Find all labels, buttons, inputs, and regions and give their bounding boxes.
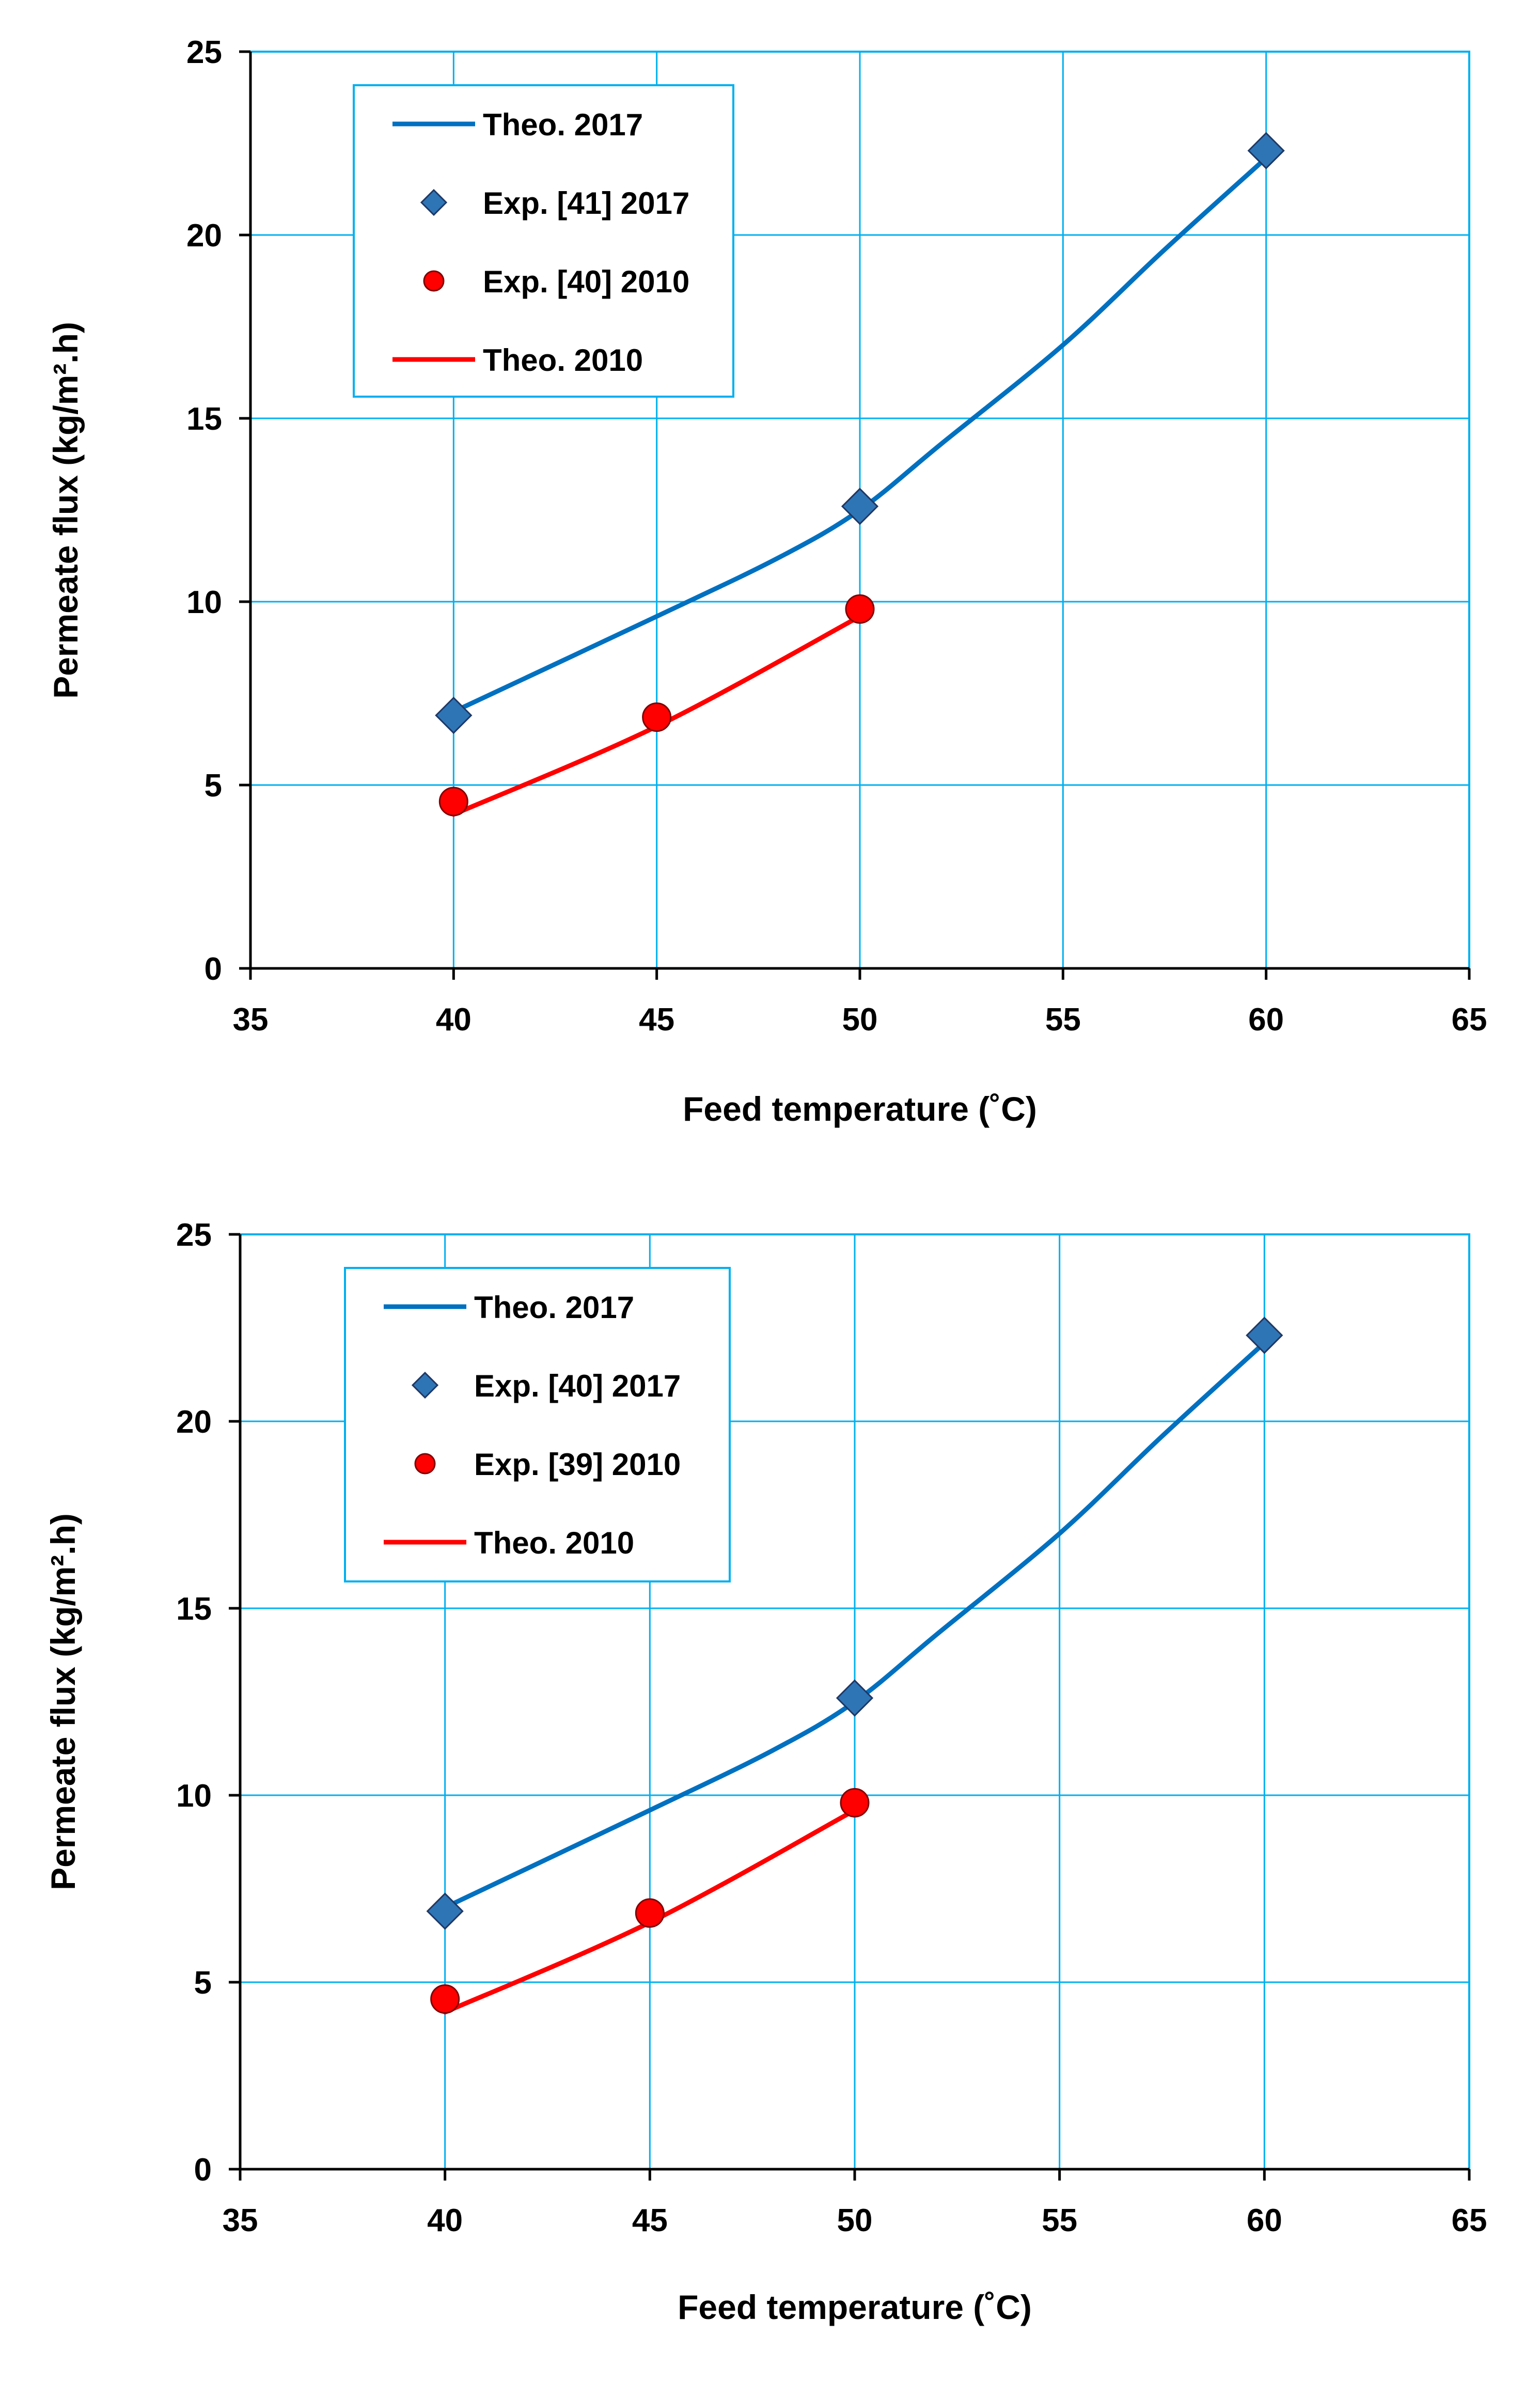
data-point-diamond bbox=[1246, 1316, 1283, 1354]
y-tick-label: 5 bbox=[194, 1965, 212, 2001]
data-point-circle bbox=[438, 787, 468, 817]
x-tick-label: 55 bbox=[1042, 2203, 1077, 2238]
legend-entry: Exp. [39] 2010 bbox=[414, 1447, 681, 1482]
data-point-circle bbox=[845, 594, 875, 624]
legend-label: Theo. 2017 bbox=[483, 107, 643, 142]
y-tick-label: 0 bbox=[194, 2152, 212, 2188]
y-tick-labels: 0 5 10 15 20 25 bbox=[176, 1217, 240, 2188]
x-tick-label: 45 bbox=[639, 1002, 674, 1038]
y-tick-label: 20 bbox=[186, 218, 222, 254]
x-tick-label: 50 bbox=[842, 1002, 878, 1038]
data-point-circle bbox=[430, 1984, 460, 2014]
legend-entry: Exp. [41] 2017 bbox=[420, 186, 689, 221]
legend-diamond-symbol bbox=[411, 1371, 439, 1399]
x-tick-label: 35 bbox=[233, 1002, 269, 1038]
x-tick-label: 40 bbox=[436, 1002, 472, 1038]
legend: Theo. 2017 Exp. [41] 2017 Exp. [40] 2010 Th… bbox=[353, 84, 734, 398]
x-tick-label: 60 bbox=[1248, 1002, 1284, 1038]
x-axis-label: Feed temperature (˚C) bbox=[678, 2288, 1032, 2326]
legend-circle-symbol bbox=[423, 270, 445, 292]
y-tick-label: 15 bbox=[186, 401, 222, 437]
y-tick-label: 25 bbox=[176, 1217, 212, 1253]
legend-circle-symbol bbox=[414, 1453, 436, 1475]
legend-entry: Theo. 2017 bbox=[384, 1290, 634, 1325]
x-tick-label: 65 bbox=[1452, 1002, 1487, 1038]
x-axis-label: Feed temperature (˚C) bbox=[683, 1090, 1037, 1128]
data-point-diamond bbox=[836, 1679, 874, 1717]
legend-box bbox=[353, 84, 734, 398]
legend-label: Theo. 2010 bbox=[483, 343, 643, 378]
y-tick-label: 25 bbox=[186, 35, 222, 70]
legend-entry: Theo. 2010 bbox=[392, 343, 643, 378]
x-tick-label: 65 bbox=[1452, 2203, 1487, 2238]
data-point-circle bbox=[635, 1898, 665, 1928]
data-point-circle bbox=[642, 702, 672, 732]
series-markers-exp-39-2010 bbox=[430, 1788, 870, 2014]
data-point-circle bbox=[840, 1788, 870, 1817]
x-tick-labels: 35 40 45 50 55 60 65 bbox=[233, 968, 1487, 1038]
y-axis-label: Permeate flux (kg/m².h) bbox=[46, 322, 85, 699]
x-tick-label: 55 bbox=[1045, 1002, 1081, 1038]
y-tick-labels: 0 5 10 15 20 25 bbox=[186, 35, 250, 987]
series-markers-exp-40-2010 bbox=[438, 594, 875, 817]
data-point-diamond bbox=[435, 696, 473, 734]
legend-label: Exp. [40] 2017 bbox=[474, 1369, 681, 1403]
legend-entry: Exp. [40] 2017 bbox=[411, 1369, 681, 1403]
legend: Theo. 2017 Exp. [40] 2017 Exp. [39] 2010 Th… bbox=[344, 1267, 731, 1582]
legend-box bbox=[344, 1267, 731, 1582]
y-tick-label: 0 bbox=[205, 951, 222, 987]
y-tick-label: 20 bbox=[176, 1404, 212, 1440]
data-point-diamond bbox=[1247, 132, 1285, 169]
chart-bottom: 35 40 45 50 55 60 65 0 5 10 15 20 25 Feed temperature… bbox=[44, 1217, 1487, 2326]
legend-entry: Theo. 2017 bbox=[392, 107, 643, 142]
x-tick-labels: 35 40 45 50 55 60 65 bbox=[223, 2169, 1487, 2238]
legend-label: Exp. [39] 2010 bbox=[474, 1447, 681, 1482]
legend-diamond-symbol bbox=[420, 189, 448, 216]
series-line-theo-2017 bbox=[443, 1340, 1267, 1910]
legend-entry: Theo. 2010 bbox=[384, 1526, 634, 1560]
legend-label: Theo. 2010 bbox=[474, 1526, 634, 1560]
y-tick-label: 15 bbox=[176, 1591, 212, 1627]
legend-label: Exp. [40] 2010 bbox=[483, 264, 689, 299]
legend-entry: Exp. [40] 2010 bbox=[423, 264, 689, 299]
legend-label: Exp. [41] 2017 bbox=[483, 186, 689, 221]
x-tick-label: 60 bbox=[1247, 2203, 1282, 2238]
data-point-diamond bbox=[841, 488, 879, 525]
x-tick-label: 45 bbox=[632, 2203, 668, 2238]
series-markers-exp-40-2017 bbox=[426, 1316, 1283, 1930]
chart-top: 35 40 45 50 55 60 65 0 5 10 15 20 25 Feed temperature… bbox=[46, 35, 1487, 1128]
y-tick-label: 10 bbox=[176, 1778, 212, 1814]
series-markers-exp-41-2017 bbox=[435, 132, 1285, 734]
y-tick-label: 5 bbox=[205, 768, 222, 804]
y-tick-label: 10 bbox=[186, 585, 222, 620]
x-tick-label: 50 bbox=[837, 2203, 873, 2238]
legend-label: Theo. 2017 bbox=[474, 1290, 634, 1325]
x-tick-label: 40 bbox=[427, 2203, 463, 2238]
series-line-theo-2017 bbox=[451, 155, 1269, 714]
y-axis-label: Permeate flux (kg/m².h) bbox=[44, 1513, 82, 1890]
x-tick-label: 35 bbox=[223, 2203, 258, 2238]
data-point-diamond bbox=[426, 1892, 464, 1930]
